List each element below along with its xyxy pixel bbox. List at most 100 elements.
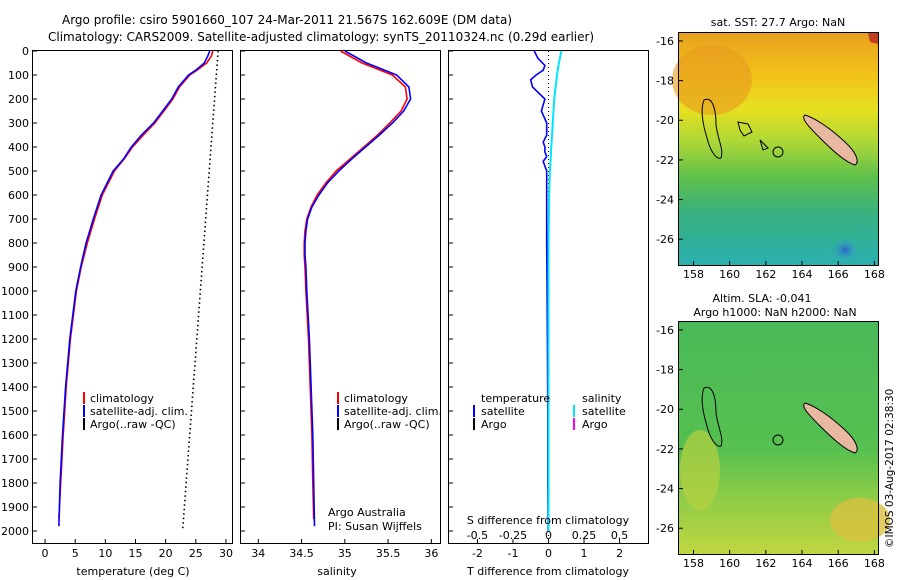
depth-tick-label: 2000 (1, 525, 29, 538)
depth-tick-label: 500 (8, 165, 29, 178)
depth-tick-label: 1300 (1, 357, 29, 370)
legend-temperature-title: temperature (481, 392, 550, 405)
depth-tick-label: 100 (8, 69, 29, 82)
depth-tick-label: 1900 (1, 501, 29, 514)
x-tick-label: 35 (338, 547, 352, 560)
sla-high-patch (680, 430, 720, 510)
sla-map-title-line1: Altim. SLA: -0.041 (712, 292, 811, 305)
depth-tick-label: 700 (8, 213, 29, 226)
depth-tick-label: 200 (8, 93, 29, 106)
legend-satellite: satellite-adj. clim. (344, 405, 442, 418)
x-tick-label: 20 (159, 547, 173, 560)
depth-tick-label: 900 (8, 261, 29, 274)
map-y-tick-label: -18 (656, 75, 674, 88)
legend-s-argo: Argo (582, 418, 608, 431)
map-x-tick-label: 160 (719, 268, 740, 281)
legend-argo: Argo(..raw -QC) (344, 418, 430, 431)
legend-salinity-title: salinity (582, 392, 622, 405)
temperature-plot: 0 5 10 15 20 25 30 (33, 50, 233, 560)
series-satellite-adj-clim-line (58, 50, 211, 527)
watermark: ©IMOS 03-Aug-2017 02:38:30 (884, 389, 896, 548)
x-tick-label: 36 (424, 547, 438, 560)
depth-tick-label: 600 (8, 189, 29, 202)
map-y-tick-label: -18 (656, 364, 674, 377)
depth-tick-label: 1700 (1, 453, 29, 466)
x-tick-label: 30 (219, 547, 233, 560)
x-tick-label: 1 (581, 547, 588, 560)
sst-warm-patch (672, 45, 752, 115)
map-x-tick-label: 168 (864, 268, 885, 281)
x-tick-label: 0 (42, 547, 49, 560)
salinity-legend: climatology satellite-adj. clim. Argo(..… (328, 392, 442, 533)
x-tick-label: 35.5 (376, 547, 401, 560)
sst-cool-patch (831, 238, 859, 262)
salinity-plot: 34 34.5 35 35.5 36 (241, 50, 438, 560)
map-x-tick-label: 162 (755, 268, 776, 281)
difference-legend: temperature satellite Argo salinity sate… (473, 392, 626, 431)
temperature-panel-frame (32, 50, 233, 544)
x-tick-label: 0.5 (611, 529, 629, 542)
depth-tick-label: 1500 (1, 405, 29, 418)
annotation-argo-australia: Argo Australia (328, 506, 406, 519)
x-tick-label: 10 (98, 547, 112, 560)
series-argo-raw-qc-line (181, 50, 219, 532)
legend-satellite: satellite-adj. clim. (90, 405, 188, 418)
header-title-line2: Climatology: CARS2009. Satellite-adjuste… (48, 30, 594, 44)
sla-map-frame (678, 321, 879, 555)
x-tick-label: -1 (507, 547, 518, 560)
sla-reef-outline (701, 386, 723, 447)
difference-xlabel-s: S difference from climatology (467, 514, 630, 527)
header-title-line1: Argo profile: csiro 5901660_107 24-Mar-2… (62, 13, 512, 27)
x-tick-label: 2 (616, 547, 623, 560)
sla-map-title-line2: Argo h1000: NaN h2000: NaN (693, 306, 856, 319)
map-y-tick-label: -24 (656, 194, 674, 207)
series-climatologyline (303, 50, 408, 520)
depth-tick-label: 800 (8, 237, 29, 250)
x-tick-label: 5 (72, 547, 79, 560)
sla-new-caledonia (803, 402, 858, 454)
map-y-tick-label: -22 (656, 443, 674, 456)
sst-reef-outline (701, 98, 723, 159)
salinity-panel-frame (240, 50, 441, 544)
depth-axis: 0 100 200 300 400 500 600 700 800 900 1000 1100 1200… (1, 45, 29, 538)
map-y-tick-label: -26 (656, 522, 674, 535)
depth-tick-label: 1600 (1, 429, 29, 442)
series-climatologyline (58, 50, 214, 520)
depth-tick-label: 300 (8, 117, 29, 130)
map-x-tick-label: 158 (683, 268, 704, 281)
series-satellite-adj-clim-line (304, 50, 412, 527)
legend-t-argo: Argo (481, 418, 507, 431)
map-x-tick-label: 160 (719, 557, 740, 570)
sst-new-caledonia (803, 114, 858, 166)
map-x-tick-label: 162 (755, 557, 776, 570)
map-x-tick-label: 166 (828, 268, 849, 281)
depth-tick-label: 400 (8, 141, 29, 154)
map-x-tick-label: 166 (828, 557, 849, 570)
depth-tick-label: 0 (22, 45, 29, 58)
x-tick-label: 34.5 (289, 547, 314, 560)
temperature-legend: climatology satellite-adj. clim. Argo(..… (83, 392, 188, 431)
legend-climatology: climatology (344, 392, 408, 405)
depth-tick-label: 1800 (1, 477, 29, 490)
map-x-tick-label: 164 (792, 268, 813, 281)
map-y-tick-label: -16 (656, 35, 674, 48)
depth-tick-label: 1000 (1, 285, 29, 298)
salinity-xlabel: salinity (317, 565, 357, 578)
sla-argo-marker (772, 434, 784, 446)
map-y-tick-label: -26 (656, 233, 674, 246)
map-y-tick-label: -24 (656, 483, 674, 496)
x-tick-label: 15 (129, 547, 143, 560)
map-x-tick-label: 168 (864, 557, 885, 570)
sst-map-frame (678, 32, 879, 266)
sst-island-outline (737, 121, 769, 151)
map-y-tick-label: -20 (656, 403, 674, 416)
depth-tick-label: 1400 (1, 381, 29, 394)
depth-tick-label: 1100 (1, 309, 29, 322)
map-x-tick-label: 158 (683, 557, 704, 570)
x-tick-label: -2 (472, 547, 483, 560)
x-tick-label: 25 (189, 547, 203, 560)
legend-climatology: climatology (90, 392, 154, 405)
series-salinity-satellite-line (547, 50, 563, 531)
x-tick-label: 0.25 (572, 529, 597, 542)
